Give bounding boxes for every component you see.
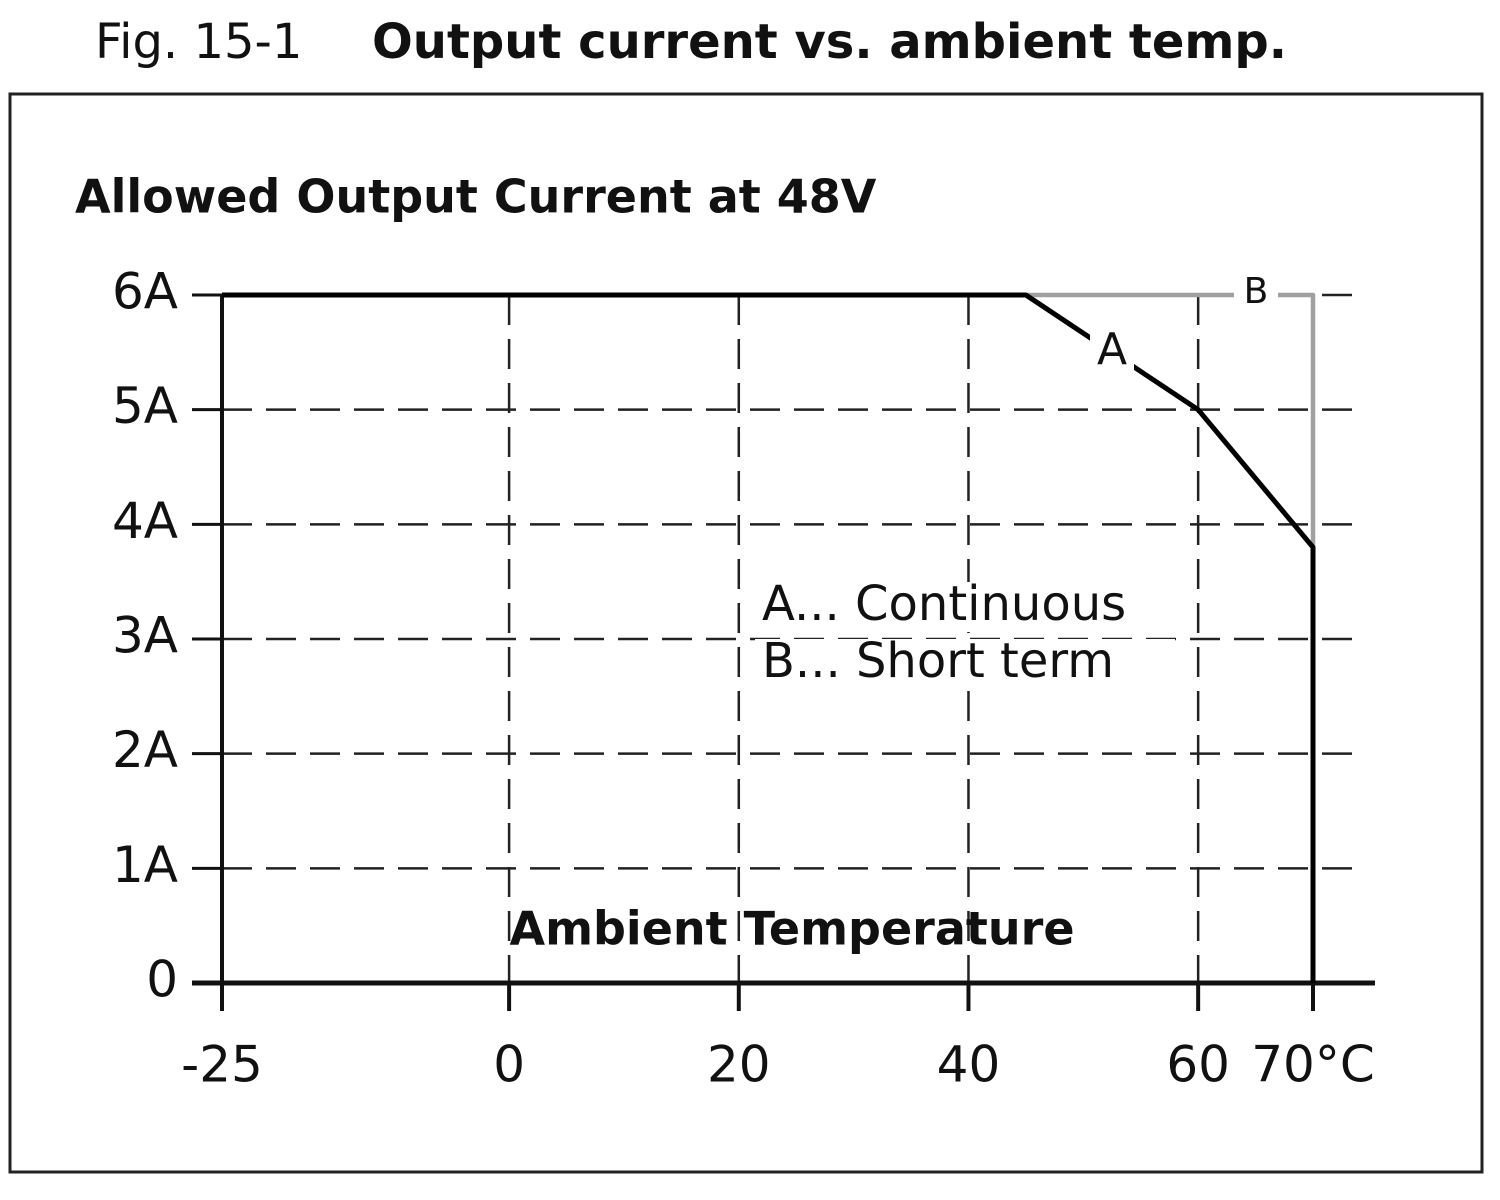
x-axis-label: Ambient Temperature — [509, 902, 1074, 956]
series-label: B — [1244, 271, 1269, 312]
line — [1025, 292, 1316, 548]
x-tick-label: 70°C — [1251, 1036, 1375, 1094]
x-tick-label: 40 — [937, 1036, 1001, 1094]
y-tick-label: 3A — [112, 607, 178, 665]
x-tick-label: -25 — [181, 1036, 263, 1094]
chart-title: Output current vs. ambient temp. — [372, 14, 1287, 70]
y-tick-label: 1A — [112, 836, 178, 894]
series-label: A — [1097, 324, 1127, 375]
x-tick-label: 0 — [493, 1036, 525, 1094]
y-axis-label: Allowed Output Current at 48V — [75, 170, 877, 224]
annotation-bg — [755, 582, 1175, 632]
y-tick-label: 6A — [112, 263, 178, 321]
frame — [8, 92, 1484, 1174]
y-tick-label: 4A — [112, 492, 178, 550]
series-label-bg — [1090, 330, 1134, 374]
x-tick-label: 20 — [707, 1036, 771, 1094]
x-tick-label: 60 — [1166, 1036, 1230, 1094]
figure-label: Fig. 15-1 — [95, 14, 302, 70]
series-label-bg — [1234, 271, 1278, 315]
y-tick-label: 0 — [146, 951, 178, 1009]
annotation: A... Continuous — [762, 576, 1126, 632]
y-tick-label: 2A — [112, 721, 178, 779]
annotation: B... Short term — [762, 633, 1114, 689]
line — [222, 292, 1316, 983]
annotation-bg — [755, 639, 1175, 689]
y-tick-label: 5A — [112, 377, 178, 435]
